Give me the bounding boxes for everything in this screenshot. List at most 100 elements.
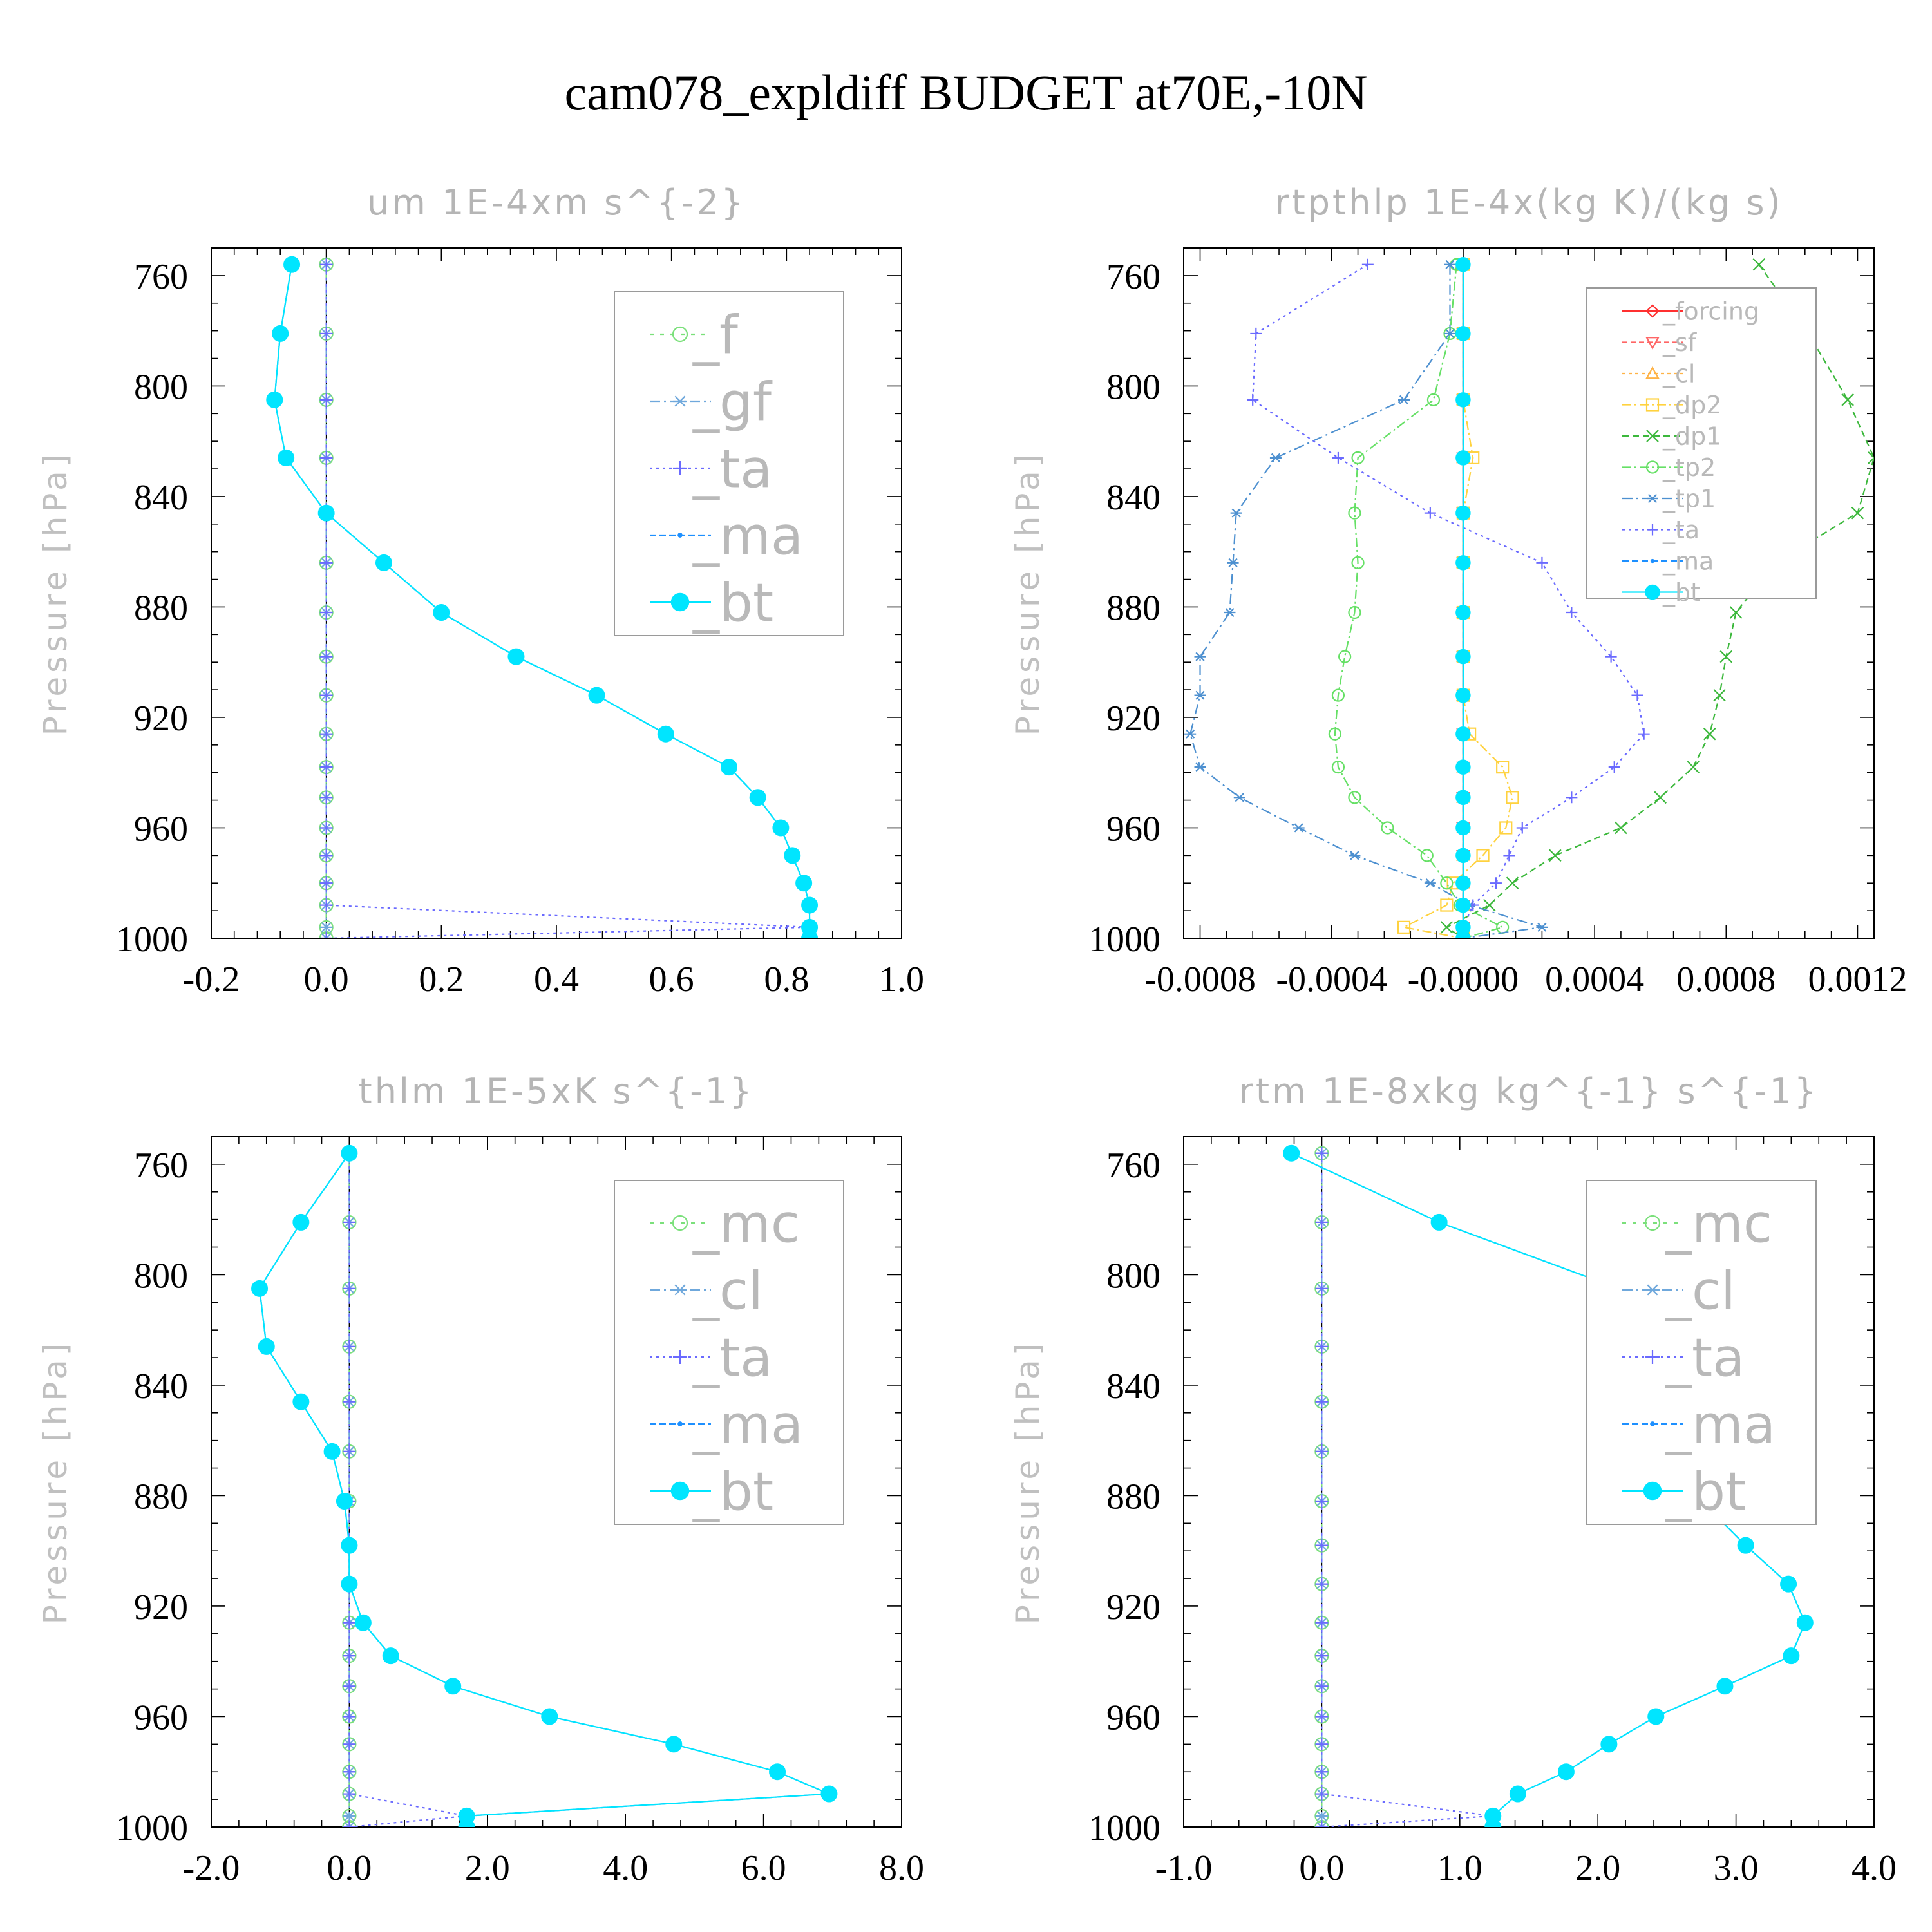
x-tick-label: 4.0	[1852, 1848, 1897, 1888]
data-point-tp1	[1194, 762, 1206, 772]
figure-title: cam078_expldiff BUDGET at70E,-10N	[564, 64, 1367, 120]
data-point-tp1	[1184, 729, 1197, 739]
data-point-ta	[1315, 1395, 1329, 1408]
y-tick-label: 760	[1106, 257, 1160, 297]
data-point-ta	[319, 650, 333, 663]
legend-marker	[1644, 1215, 1661, 1231]
legend-label: _cl	[692, 1261, 763, 1322]
legend-marker	[672, 1215, 688, 1231]
data-point-bt	[258, 1338, 275, 1355]
y-tick-label: 1000	[116, 1808, 188, 1848]
x-tick-label: 0.4	[534, 960, 579, 999]
data-point-bt	[317, 504, 335, 522]
data-point-ta	[319, 821, 333, 835]
data-point-dp1	[1703, 727, 1716, 741]
legend-label: _dp1	[1662, 422, 1721, 451]
data-point-bt	[795, 875, 813, 892]
data-point-bt	[1430, 1213, 1448, 1231]
data-point-ta	[343, 1444, 356, 1458]
y-tick-label: 920	[134, 699, 188, 739]
legend-label: _tp2	[1662, 453, 1716, 482]
data-point-ta	[319, 451, 333, 464]
data-point-tp2	[1381, 821, 1394, 835]
data-point-bt	[375, 554, 392, 571]
series-line-tp1	[1189, 264, 1542, 938]
y-tick-label: 800	[1106, 367, 1160, 407]
legend-label: _bt	[1665, 1462, 1746, 1523]
legend-marker	[677, 1421, 683, 1426]
x-tick-label: 0.6	[649, 960, 694, 999]
data-point-ta	[1315, 1765, 1329, 1779]
data-point-dp1	[1440, 921, 1454, 934]
plot-frame	[211, 1136, 902, 1828]
series-line-tp2	[1334, 264, 1505, 938]
data-point-bt	[1455, 726, 1471, 742]
legend-label: _cl	[1665, 1261, 1736, 1322]
data-point-bt	[1455, 256, 1471, 272]
legend-marker	[672, 326, 688, 343]
data-point-ta	[1605, 650, 1617, 663]
y-tick-label: 960	[134, 809, 188, 849]
data-point-bt	[444, 1678, 462, 1695]
series-line-ta	[1252, 263, 1645, 938]
chart-panel-3: -2.0 0.0 2.0 4.0 6.0 8.0 760 800 840 880 920 960 100…	[37, 1071, 924, 1888]
legend-marker	[1647, 524, 1658, 536]
data-point-ta	[319, 932, 333, 938]
data-point-ta	[1315, 1215, 1329, 1229]
panel-title: thlm 1E-5xK s^{-1}	[359, 1071, 755, 1112]
y-tick-label: 960	[1106, 809, 1160, 849]
data-point-bt	[1509, 1785, 1526, 1803]
legend-marker	[1645, 398, 1660, 412]
y-tick-label: 800	[1106, 1256, 1160, 1296]
x-tick-label: 2.0	[1575, 1848, 1620, 1888]
data-point-bt	[1455, 897, 1471, 913]
data-point-ta	[343, 1765, 356, 1779]
data-point-bt	[1796, 1614, 1814, 1631]
data-point-bt	[458, 1819, 475, 1827]
legend-label: _bt	[692, 573, 773, 634]
data-point-bt	[292, 1393, 310, 1410]
data-point-ta	[1315, 1495, 1329, 1508]
y-tick-label: 840	[134, 1367, 188, 1406]
y-tick-label: 840	[1106, 1367, 1160, 1406]
panel-title: rtpthlp 1E-4x(kg K)/(kg s)	[1274, 182, 1783, 223]
legend-marker	[673, 395, 687, 407]
data-point-ta	[343, 1340, 356, 1353]
data-point-ta	[343, 1680, 356, 1693]
data-point-bt	[1455, 555, 1471, 571]
x-tick-label: 0.0	[1299, 1848, 1344, 1888]
data-point-bt	[772, 819, 790, 837]
series-line-ta	[1321, 1153, 1493, 1827]
data-point-ta	[319, 876, 333, 890]
data-point-cl	[343, 1822, 356, 1827]
x-tick-label: 2.0	[465, 1848, 510, 1888]
x-tick-label: 0.2	[419, 960, 464, 999]
data-point-bt	[1455, 505, 1471, 521]
data-point-bt	[657, 725, 674, 743]
data-point-dp1	[1506, 876, 1519, 890]
legend-marker	[670, 1481, 690, 1501]
data-point-bt	[769, 1763, 786, 1781]
y-tick-label: 960	[134, 1698, 188, 1738]
y-tick-label: 800	[134, 367, 188, 407]
data-point-dp1	[1615, 821, 1627, 835]
data-point-tp1	[1444, 328, 1456, 339]
data-point-ta	[1315, 1680, 1329, 1693]
data-point-tp1	[1194, 652, 1206, 661]
data-point-tp1	[1194, 690, 1206, 700]
y-tick-label: 880	[134, 1477, 188, 1517]
legend: _mc_cl_ta_ma_bt	[1586, 1180, 1817, 1525]
data-point-ta	[1490, 877, 1502, 889]
y-tick-label: 1000	[1088, 1808, 1160, 1848]
data-point-bt	[278, 449, 295, 466]
data-point-ta	[1424, 507, 1436, 519]
data-point-dp1	[1841, 393, 1854, 406]
data-point-ta	[1566, 791, 1578, 804]
x-tick-label: 0.0	[304, 960, 349, 999]
x-tick-label: 0.0008	[1676, 960, 1776, 999]
data-point-ta	[1315, 1282, 1329, 1295]
y-tick-label: 800	[134, 1256, 188, 1296]
data-point-bt	[1783, 1647, 1800, 1665]
legend-label: _ma	[692, 1395, 803, 1456]
legend-label: _ma	[1662, 547, 1714, 576]
